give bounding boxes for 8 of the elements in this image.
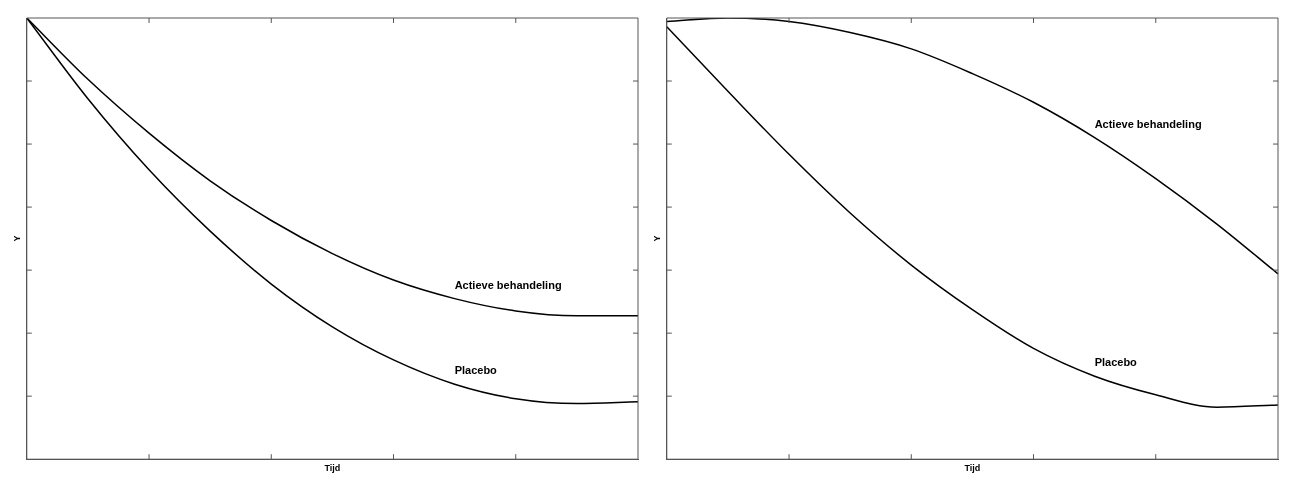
y-axis-title: Y — [11, 235, 22, 242]
series-label: Placebo — [454, 364, 498, 377]
series-label: Placebo — [1094, 356, 1138, 369]
x-axis-title: Tijd — [964, 463, 981, 474]
series-label: Actieve behandeling — [1094, 117, 1202, 130]
x-axis-title: Tijd — [324, 463, 341, 474]
series-label: Actieve behandeling — [454, 278, 562, 291]
y-axis-title: Y — [651, 235, 662, 242]
